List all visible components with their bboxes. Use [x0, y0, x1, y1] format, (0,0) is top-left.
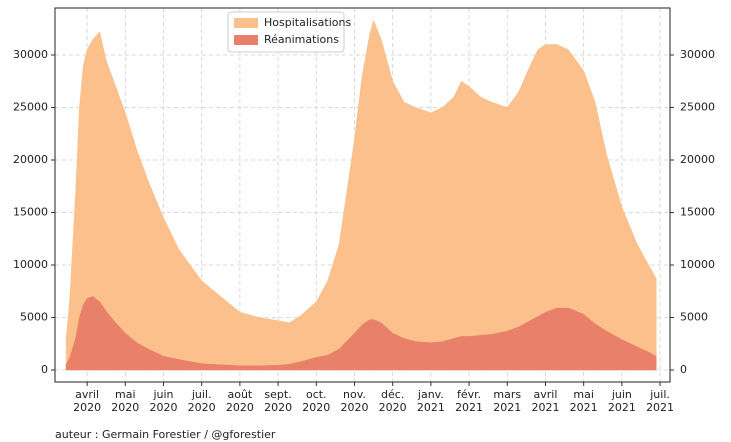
- x-tick-label: août 2020: [225, 388, 254, 414]
- x-tick-label: juin 2020: [149, 388, 178, 414]
- y2-tick-label: 5000: [680, 310, 708, 323]
- x-tick-label: mai 2021: [569, 388, 598, 414]
- y-tick-label: 15000: [13, 205, 48, 218]
- y2-tick-label: 25000: [680, 100, 715, 113]
- plot-frame: [54, 7, 671, 383]
- y2-tick-label: 0: [680, 363, 687, 376]
- y2-tick-label: 15000: [680, 205, 715, 218]
- legend-label: Réanimations: [264, 33, 339, 46]
- x-tick-label: avril 2020: [73, 388, 102, 414]
- x-tick-label: sept. 2020: [264, 388, 293, 414]
- x-tick-label: juil. 2021: [646, 388, 675, 414]
- y-tick-label: 20000: [13, 153, 48, 166]
- y2-tick-label: 30000: [680, 48, 715, 61]
- x-tick-label: juil. 2020: [187, 388, 216, 414]
- x-tick-label: déc. 2020: [378, 388, 407, 414]
- y-tick-label: 5000: [20, 310, 48, 323]
- area: [65, 296, 657, 371]
- y-tick-label: 30000: [13, 48, 48, 61]
- legend: Hospitalisations Réanimations: [227, 11, 351, 53]
- x-tick-label: juin 2021: [607, 388, 636, 414]
- legend-swatch: [234, 18, 258, 28]
- area: [65, 19, 657, 371]
- y2-tick-label: 20000: [680, 153, 715, 166]
- x-tick-label: janv. 2021: [416, 388, 445, 414]
- legend-label: Hospitalisations: [264, 16, 351, 29]
- y2-tick-label: 10000: [680, 258, 715, 271]
- x-tick-label: févr. 2021: [455, 388, 484, 414]
- x-tick-label: mai 2020: [111, 388, 140, 414]
- y-tick-label: 10000: [13, 258, 48, 271]
- x-tick-label: avril 2021: [531, 388, 560, 414]
- x-tick-label: oct. 2020: [302, 388, 331, 414]
- x-tick-label: nov. 2020: [340, 388, 369, 414]
- legend-swatch: [234, 35, 258, 45]
- y-tick-label: 25000: [13, 100, 48, 113]
- x-tick-label: mars 2021: [493, 388, 522, 414]
- y-tick-label: 0: [41, 363, 48, 376]
- author-note: auteur : Germain Forestier / @gforestier: [55, 428, 276, 441]
